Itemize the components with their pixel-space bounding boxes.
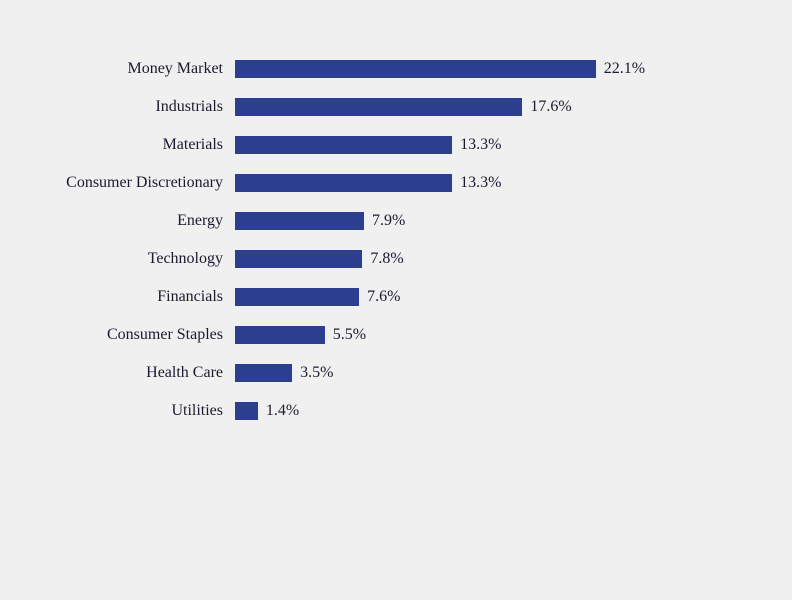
category-label: Industrials [40, 98, 235, 116]
sector-allocation-chart: Money Market 22.1% Industrials 17.6% Mat… [0, 0, 792, 600]
value-label: 7.9% [364, 212, 405, 230]
category-label: Money Market [40, 60, 235, 78]
chart-row: Consumer Staples 5.5% [40, 316, 732, 354]
value-label: 1.4% [258, 402, 299, 420]
value-label: 7.6% [359, 288, 400, 306]
chart-row: Health Care 3.5% [40, 354, 732, 392]
chart-row: Materials 13.3% [40, 126, 732, 164]
bar [235, 326, 325, 344]
chart-row: Industrials 17.6% [40, 88, 732, 126]
value-label: 22.1% [596, 60, 645, 78]
bar [235, 364, 292, 382]
chart-row: Technology 7.8% [40, 240, 732, 278]
chart-row: Consumer Discretionary 13.3% [40, 164, 732, 202]
bar-area: 7.8% [235, 250, 732, 268]
category-label: Materials [40, 136, 235, 154]
chart-row: Energy 7.9% [40, 202, 732, 240]
bar [235, 288, 359, 306]
bar [235, 60, 596, 78]
value-label: 17.6% [522, 98, 571, 116]
bar-area: 3.5% [235, 364, 732, 382]
bar-area: 17.6% [235, 98, 732, 116]
category-label: Technology [40, 250, 235, 268]
bar [235, 136, 452, 154]
bar-area: 7.6% [235, 288, 732, 306]
value-label: 13.3% [452, 174, 501, 192]
bar-area: 22.1% [235, 60, 732, 78]
chart-row: Money Market 22.1% [40, 50, 732, 88]
chart-row: Financials 7.6% [40, 278, 732, 316]
bar-area: 5.5% [235, 326, 732, 344]
bar-area: 1.4% [235, 402, 732, 420]
category-label: Utilities [40, 402, 235, 420]
value-label: 3.5% [292, 364, 333, 382]
bar [235, 250, 362, 268]
category-label: Consumer Staples [40, 326, 235, 344]
bar-area: 13.3% [235, 136, 732, 154]
category-label: Financials [40, 288, 235, 306]
value-label: 7.8% [362, 250, 403, 268]
category-label: Health Care [40, 364, 235, 382]
bar-area: 13.3% [235, 174, 732, 192]
category-label: Energy [40, 212, 235, 230]
bar [235, 98, 522, 116]
bar-area: 7.9% [235, 212, 732, 230]
bar [235, 212, 364, 230]
chart-row: Utilities 1.4% [40, 392, 732, 430]
category-label: Consumer Discretionary [40, 174, 235, 192]
bar [235, 174, 452, 192]
bar [235, 402, 258, 420]
value-label: 13.3% [452, 136, 501, 154]
value-label: 5.5% [325, 326, 366, 344]
